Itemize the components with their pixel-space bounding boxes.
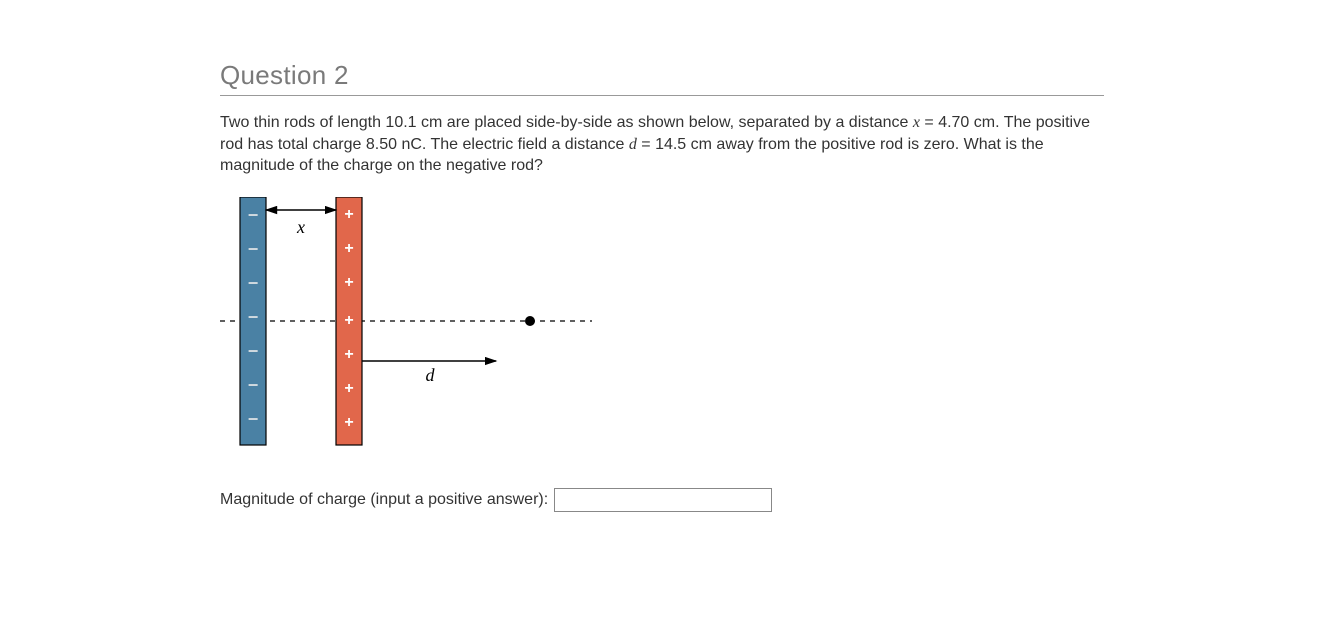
minus-icon: − <box>248 205 259 225</box>
plus-icon: + <box>344 346 353 363</box>
answer-label: Magnitude of charge (input a positive an… <box>220 491 548 509</box>
plus-icon: + <box>344 380 353 397</box>
positive-rod: + + + + + + + <box>336 197 362 445</box>
minus-icon: − <box>248 239 259 259</box>
field-point <box>525 316 535 326</box>
plus-icon: + <box>344 274 353 291</box>
negative-rod: − − − − − − − <box>240 197 266 445</box>
plus-icon: + <box>344 240 353 257</box>
plus-icon: + <box>344 414 353 431</box>
rods-figure: − − − − − − − + + + + + + <box>220 197 1104 470</box>
x-label: x <box>296 217 305 237</box>
minus-icon: − <box>248 341 259 361</box>
minus-icon: − <box>248 409 259 429</box>
minus-icon: − <box>248 375 259 395</box>
plus-icon: + <box>344 206 353 223</box>
plus-icon: + <box>344 312 353 329</box>
d-label: d <box>426 365 436 385</box>
minus-icon: − <box>248 273 259 293</box>
title-rule <box>220 95 1104 96</box>
var-x: x <box>913 114 920 131</box>
answer-input[interactable] <box>554 488 772 512</box>
minus-icon: − <box>248 307 259 327</box>
var-d: d <box>629 136 637 153</box>
prompt-text-1: Two thin rods of length 10.1 cm are plac… <box>220 114 913 131</box>
question-prompt: Two thin rods of length 10.1 cm are plac… <box>220 112 1100 177</box>
question-title: Question 2 <box>220 60 1104 91</box>
